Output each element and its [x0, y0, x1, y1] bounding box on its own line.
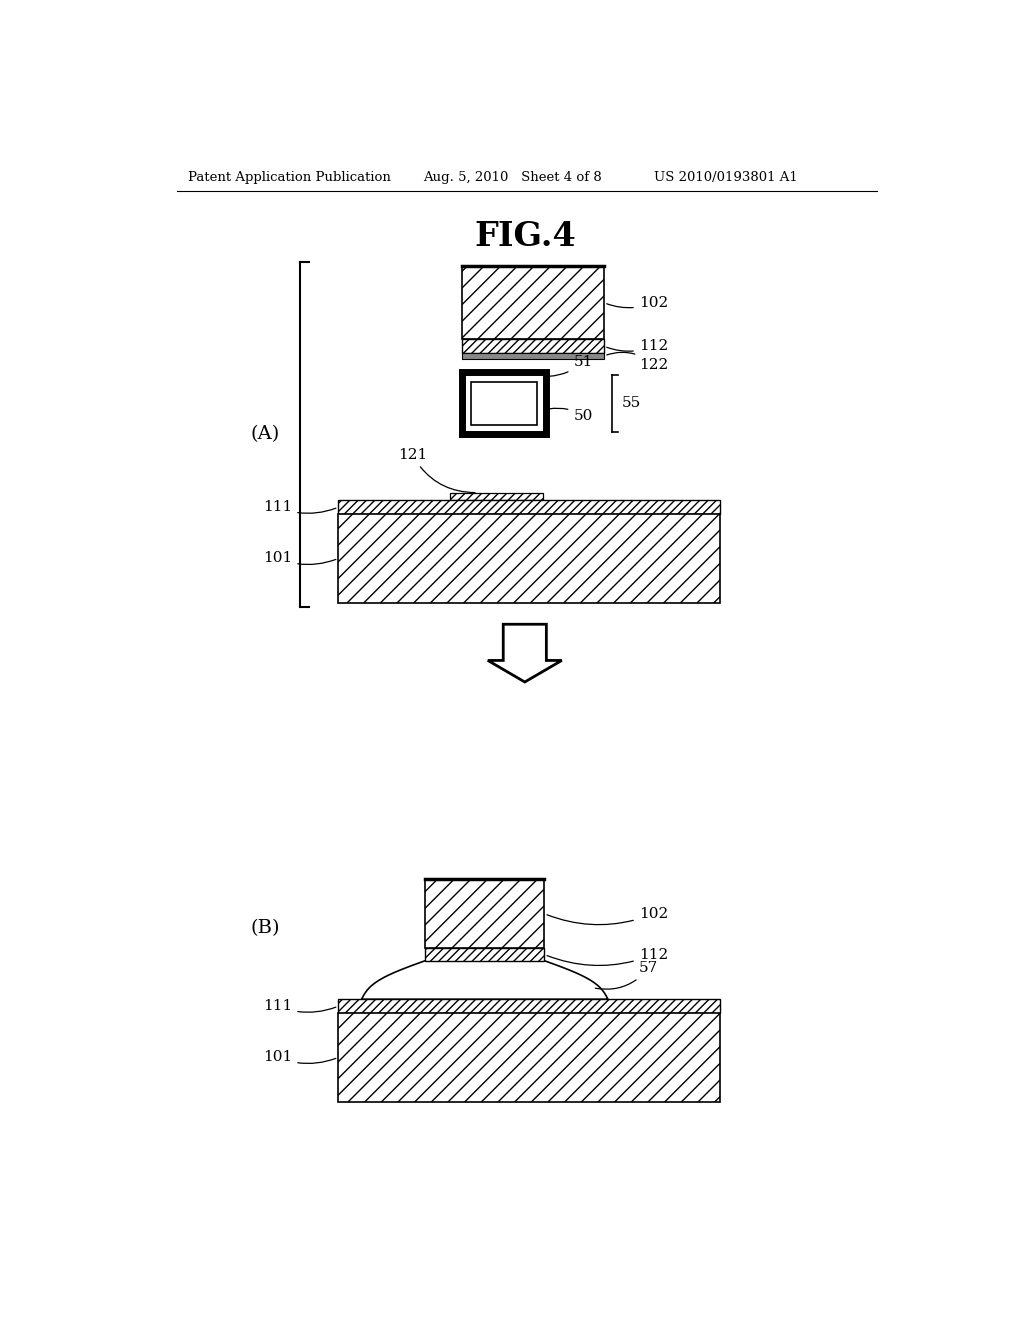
Text: (B): (B) — [251, 919, 280, 937]
Text: Patent Application Publication: Patent Application Publication — [188, 172, 391, 185]
Bar — [462, 339, 604, 354]
Bar — [339, 515, 720, 603]
Text: 102: 102 — [606, 296, 668, 310]
Text: 101: 101 — [263, 1051, 336, 1064]
Text: 101: 101 — [263, 552, 336, 565]
Text: Aug. 5, 2010   Sheet 4 of 8: Aug. 5, 2010 Sheet 4 of 8 — [423, 172, 602, 185]
Text: 121: 121 — [397, 447, 475, 492]
Bar — [425, 948, 545, 961]
Text: FIG.4: FIG.4 — [474, 220, 575, 253]
Polygon shape — [487, 624, 562, 682]
Bar — [462, 354, 604, 359]
Text: 112: 112 — [547, 948, 668, 965]
Bar — [462, 267, 604, 339]
Bar — [339, 999, 720, 1014]
Text: 57: 57 — [595, 961, 658, 989]
Text: 55: 55 — [622, 396, 641, 411]
Text: 50: 50 — [549, 408, 593, 422]
Bar — [451, 492, 543, 500]
Text: 111: 111 — [263, 999, 336, 1014]
Text: 102: 102 — [547, 907, 668, 925]
Bar — [471, 381, 538, 425]
Bar — [339, 1014, 720, 1102]
Polygon shape — [361, 961, 608, 999]
Bar — [425, 879, 545, 949]
Text: 51: 51 — [549, 355, 593, 376]
Text: US 2010/0193801 A1: US 2010/0193801 A1 — [654, 172, 798, 185]
Bar — [339, 500, 720, 515]
Text: 111: 111 — [263, 500, 336, 515]
Text: (A): (A) — [251, 425, 280, 444]
Text: 122: 122 — [607, 352, 668, 372]
Text: 112: 112 — [606, 339, 668, 354]
Bar — [462, 372, 547, 434]
